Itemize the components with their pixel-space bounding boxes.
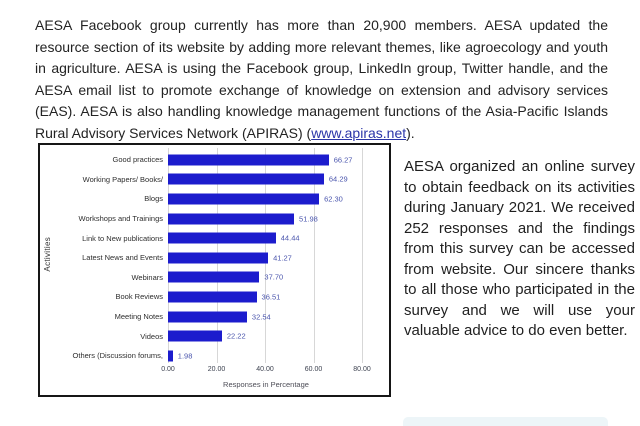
bar-area: 37.70 <box>168 268 385 288</box>
x-axis-title: Responses in Percentage <box>223 380 309 389</box>
gridline <box>313 148 315 363</box>
category-label: Others (Discussion forums, <box>72 351 163 361</box>
chart-row: Others (Discussion forums, 1.98 <box>40 346 385 366</box>
category-label: Meeting Notes <box>114 312 163 322</box>
chart-row: Link to New publications 44.44 <box>40 228 385 248</box>
x-tick-label: 40.00 <box>256 366 274 373</box>
chart-row: Latest News and Events 41.27 <box>40 248 385 268</box>
chart-rows: Good practices 66.27 Working Papers/ Books… <box>40 150 385 366</box>
category-label: Videos <box>140 331 163 341</box>
bar-area: 41.27 <box>168 248 385 268</box>
value-label: 37.70 <box>264 272 284 282</box>
value-label: 62.30 <box>324 194 343 204</box>
bar <box>168 232 276 244</box>
bar-area: 62.30 <box>168 189 385 209</box>
bar <box>168 154 329 166</box>
bar-area: 44.44 <box>168 228 385 248</box>
bar-area: 22.22 <box>168 326 385 346</box>
chart-row: Blogs 62.30 <box>40 189 385 209</box>
bar <box>168 330 222 342</box>
category-label: Webinars <box>131 272 163 282</box>
category-label: Link to New publications <box>82 233 163 243</box>
intro-text-before-link: AESA Facebook group currently has more t… <box>35 17 608 141</box>
value-label: 22.22 <box>226 331 246 341</box>
chart-row: Meeting Notes 32.54 <box>40 307 385 327</box>
category-label: Blogs <box>144 194 163 204</box>
chart-row: Working Papers/ Books/64.29 <box>40 170 385 190</box>
value-label: 66.27 <box>333 155 353 165</box>
bar <box>168 271 260 283</box>
category-label: Good practices <box>112 155 163 165</box>
value-label: 64.29 <box>328 174 348 184</box>
value-label: 32.54 <box>251 312 271 322</box>
bar <box>168 350 173 362</box>
chart-row: Book Reviews 36.51 <box>40 287 385 307</box>
bar-area: 51.98 <box>168 209 385 229</box>
bar <box>168 213 295 225</box>
bar <box>168 193 320 205</box>
side-paragraph: AESA organized an online survey to obtai… <box>404 158 635 339</box>
chart-row: Webinars 37.70 <box>40 268 385 288</box>
intro-paragraph: AESA Facebook group currently has more t… <box>35 15 608 144</box>
value-label: 36.51 <box>261 292 281 302</box>
apiras-link[interactable]: www.apiras.net <box>311 124 407 141</box>
bar <box>168 311 247 323</box>
bar-area: 32.54 <box>168 307 385 327</box>
bar-area: 66.27 <box>168 150 385 170</box>
bar <box>168 252 269 264</box>
chart-row: Workshops and Trainings 51.98 <box>40 209 385 229</box>
bar-area: 36.51 <box>168 287 385 307</box>
value-label: 41.27 <box>273 253 292 263</box>
cutoff-panel <box>403 417 608 426</box>
x-tick-label: 0.00 <box>161 366 175 373</box>
value-label: 44.44 <box>280 233 300 243</box>
survey-bar-chart: Activities Good practices 66.27 Working Pa… <box>38 143 391 397</box>
category-label: Workshops and Trainings <box>78 214 164 224</box>
category-label: Working Papers/ Books/ <box>82 174 163 184</box>
category-label: Book Reviews <box>115 292 163 302</box>
x-tick-label: 80.00 <box>353 366 371 373</box>
chart-row: Videos 22.22 <box>40 326 385 346</box>
bar <box>168 173 324 185</box>
x-tick-label: 60.00 <box>304 366 323 373</box>
x-tick-label: 20.00 <box>207 366 226 373</box>
value-label: 1.98 <box>177 351 193 361</box>
category-label: Latest News and Events <box>82 253 163 263</box>
gridline <box>362 148 363 363</box>
chart-row: Good practices 66.27 <box>40 150 385 170</box>
value-label: 51.98 <box>299 214 318 224</box>
intro-text-after-link: ). <box>406 124 415 141</box>
bar-area: 1.98 <box>168 346 385 366</box>
bar <box>168 291 257 303</box>
bar-area: 64.29 <box>168 170 385 190</box>
